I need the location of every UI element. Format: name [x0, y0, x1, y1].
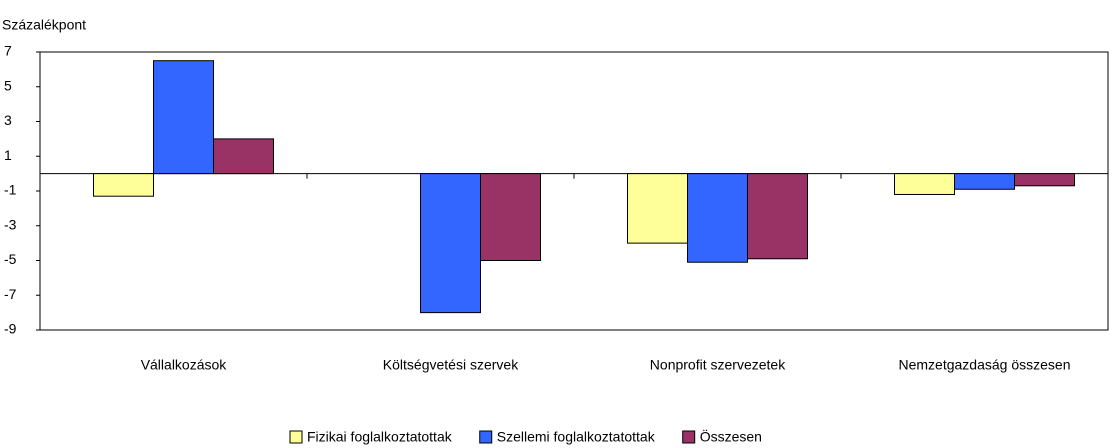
- bar: [894, 173, 955, 195]
- bar: [627, 173, 688, 244]
- legend-label: Szellemi foglalkoztatottak: [497, 429, 656, 445]
- bar: [480, 173, 541, 261]
- y-tick-label: -3: [4, 216, 17, 232]
- y-tick-label: -1: [4, 182, 17, 198]
- x-tick-label: Vállalkozások: [141, 357, 228, 373]
- bar: [954, 173, 1015, 190]
- x-tick-label: Költségvetési szervek: [383, 357, 519, 373]
- bar: [1014, 173, 1075, 187]
- legend-swatch: [289, 430, 303, 444]
- x-tick-label: Nemzetgazdaság összesen: [899, 357, 1071, 373]
- y-tick-label: 3: [4, 112, 12, 128]
- legend-label: Fizikai foglalkoztatottak: [307, 429, 453, 445]
- bar: [687, 173, 748, 263]
- legend-swatch: [682, 430, 696, 444]
- legend-label: Összesen: [700, 428, 762, 445]
- bar: [420, 173, 481, 314]
- bar: [153, 60, 214, 175]
- bar: [747, 173, 808, 260]
- legend-swatch: [479, 430, 493, 444]
- y-tick-label: 5: [4, 77, 12, 93]
- y-tick-label: -9: [4, 321, 17, 337]
- y-tick-label: 1: [4, 147, 12, 163]
- y-axis-label: Százalékpont: [2, 17, 86, 33]
- x-tick-label: Nonprofit szervezetek: [650, 357, 786, 373]
- bar: [213, 138, 274, 175]
- bar: [93, 173, 154, 197]
- y-tick-label: -7: [4, 286, 17, 302]
- y-tick-label: -5: [4, 251, 17, 267]
- y-tick-label: 7: [4, 43, 12, 59]
